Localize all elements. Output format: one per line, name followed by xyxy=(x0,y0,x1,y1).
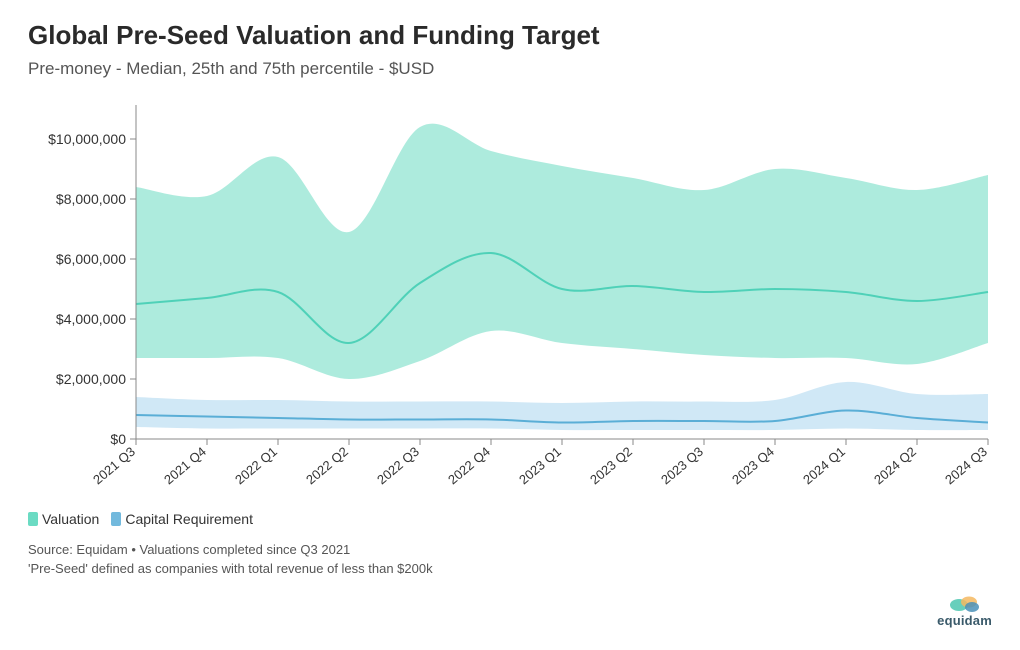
svg-text:2021 Q4: 2021 Q4 xyxy=(161,444,209,488)
footnote: Source: Equidam • Valuations completed s… xyxy=(28,541,992,579)
svg-text:$10,000,000: $10,000,000 xyxy=(48,131,126,147)
footnote-line2: 'Pre-Seed' defined as companies with tot… xyxy=(28,560,992,579)
svg-text:2024 Q2: 2024 Q2 xyxy=(871,444,919,488)
chart-area: $0 $2,000,000 $4,000,000 $6,000,000 $8,000,0… xyxy=(28,99,992,499)
chart-svg: $0 $2,000,000 $4,000,000 $6,000,000 $8,000,0… xyxy=(28,99,992,499)
svg-text:$2,000,000: $2,000,000 xyxy=(56,371,126,387)
equidam-logo: equidam xyxy=(937,595,992,628)
chart-subtitle: Pre-money - Median, 25th and 75th percen… xyxy=(28,59,992,79)
svg-text:$8,000,000: $8,000,000 xyxy=(56,191,126,207)
svg-text:2022 Q1: 2022 Q1 xyxy=(232,444,280,488)
legend-swatch-valuation xyxy=(28,512,38,526)
legend-item-capital: Capital Requirement xyxy=(111,511,253,527)
legend: Valuation Capital Requirement xyxy=(28,511,992,527)
chart-title: Global Pre-Seed Valuation and Funding Ta… xyxy=(28,20,992,51)
svg-text:2023 Q3: 2023 Q3 xyxy=(658,444,706,488)
svg-text:$6,000,000: $6,000,000 xyxy=(56,251,126,267)
logo-mark xyxy=(948,595,982,613)
svg-text:2024 Q1: 2024 Q1 xyxy=(800,444,848,488)
legend-label-capital: Capital Requirement xyxy=(125,511,253,527)
svg-text:2024 Q3: 2024 Q3 xyxy=(942,444,990,488)
svg-text:2022 Q3: 2022 Q3 xyxy=(374,444,422,488)
svg-text:2022 Q4: 2022 Q4 xyxy=(445,444,493,488)
legend-label-valuation: Valuation xyxy=(42,511,99,527)
legend-item-valuation: Valuation xyxy=(28,511,99,527)
logo-text: equidam xyxy=(937,613,992,628)
svg-text:$0: $0 xyxy=(110,431,126,447)
footnote-line1: Source: Equidam • Valuations completed s… xyxy=(28,541,992,560)
svg-text:2021 Q3: 2021 Q3 xyxy=(90,444,138,488)
svg-text:2022 Q2: 2022 Q2 xyxy=(303,444,351,488)
svg-text:2023 Q1: 2023 Q1 xyxy=(516,444,564,488)
svg-text:2023 Q2: 2023 Q2 xyxy=(587,444,635,488)
legend-swatch-capital xyxy=(111,512,121,526)
svg-text:$4,000,000: $4,000,000 xyxy=(56,311,126,327)
svg-text:2023 Q4: 2023 Q4 xyxy=(729,444,777,488)
